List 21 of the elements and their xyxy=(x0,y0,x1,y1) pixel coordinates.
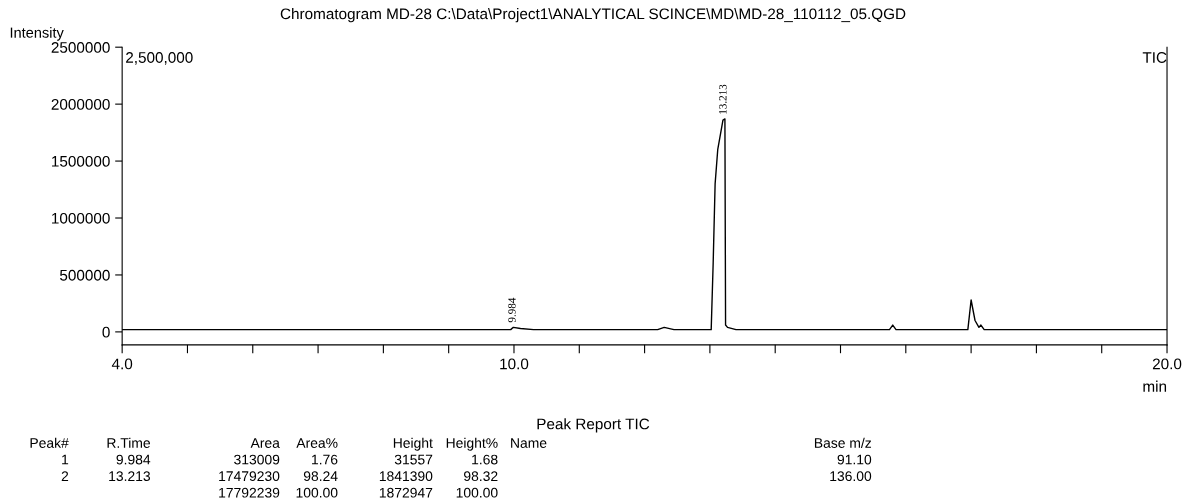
x-axis-title: min xyxy=(1143,380,1167,392)
y-tick-label: 2500000 xyxy=(51,42,110,53)
text: 1 9.984 313009 1.76 31557 1.68 91.10 xyxy=(62,454,872,465)
annotation: 13.213 xyxy=(719,84,727,114)
annotation: TIC xyxy=(1142,52,1167,63)
annotation: 9.984 xyxy=(508,297,516,323)
text: 2 13.213 17479230 98.24 1841390 98.32 136.00 xyxy=(61,471,872,482)
y-tick-label: 1500000 xyxy=(52,155,110,167)
y-tick-label: 1000000 xyxy=(52,212,110,224)
y-tick-label: 2000000 xyxy=(51,99,110,110)
y-axis-title: Intensity xyxy=(10,27,64,41)
x-tick-label: 4.0 xyxy=(111,358,133,370)
text: Peak Report TIC xyxy=(537,418,650,433)
text: 17792239 100.00 1872947 100.00 xyxy=(219,487,498,498)
x-tick-label: 20.0 xyxy=(1152,358,1182,370)
y-tick-label: 0 xyxy=(102,326,110,338)
text: Peak# R.Time Area Area% Height Height% Name Base m/z xyxy=(30,437,872,451)
x-tick-label: 10.0 xyxy=(500,358,529,370)
annotation: 2,500,000 xyxy=(126,52,193,65)
y-tick-label: 500000 xyxy=(59,269,110,281)
chart-title: Chromatogram MD-28 C:\Data\Project1\ANALYTICAL SCINCE\MD\MD-28_110112_05.QGD xyxy=(280,8,906,23)
